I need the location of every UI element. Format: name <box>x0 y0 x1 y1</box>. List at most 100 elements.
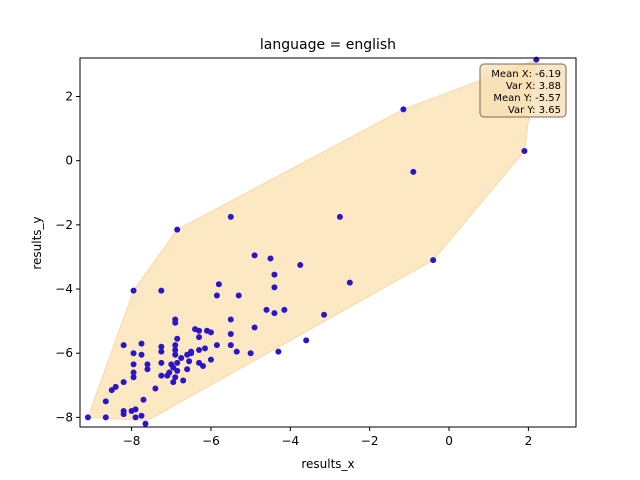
data-point <box>120 342 127 349</box>
data-point <box>178 355 185 362</box>
x-tick-label: 0 <box>445 434 453 448</box>
data-point <box>200 363 207 370</box>
data-point <box>336 213 343 220</box>
data-point <box>281 306 288 313</box>
data-point <box>102 414 109 421</box>
axes-frame <box>79 57 577 428</box>
data-point <box>227 316 234 323</box>
y-tick-label: 0 <box>65 154 73 168</box>
stats-mean-x: Mean X: -6.19 <box>491 69 561 80</box>
data-point <box>213 342 220 349</box>
data-point <box>184 366 191 373</box>
data-point <box>521 148 528 155</box>
data-point <box>410 168 417 175</box>
data-point <box>180 377 187 384</box>
data-point <box>130 374 137 381</box>
data-point <box>170 364 177 371</box>
data-point <box>227 342 234 349</box>
data-point <box>196 359 203 366</box>
x-tick-label: −8 <box>123 434 141 448</box>
data-point <box>172 342 179 349</box>
y-tick-label: 2 <box>65 90 73 104</box>
y-axis-label: results_y <box>30 216 44 269</box>
x-tick-label: −4 <box>281 434 299 448</box>
y-tick-label: −2 <box>55 218 73 232</box>
data-point <box>138 340 145 347</box>
data-point <box>112 383 119 390</box>
data-point <box>158 372 165 379</box>
data-point <box>140 396 147 403</box>
data-point <box>196 334 203 341</box>
data-point <box>132 406 139 413</box>
data-point <box>321 311 328 318</box>
x-tick-label: −2 <box>361 434 379 448</box>
data-point <box>174 359 181 366</box>
data-point <box>170 379 177 386</box>
data-point <box>138 412 145 419</box>
data-point <box>201 345 208 352</box>
data-point <box>297 261 304 268</box>
x-tick-label: −6 <box>202 434 220 448</box>
data-point <box>275 348 282 355</box>
stats-var-x: Var X: 3.88 <box>506 81 561 92</box>
plot-area <box>79 56 577 428</box>
data-point <box>215 281 222 288</box>
data-point <box>188 350 195 357</box>
data-point <box>158 287 165 294</box>
data-point <box>174 335 181 342</box>
data-point <box>158 343 165 350</box>
data-point <box>196 327 203 334</box>
data-point <box>186 358 193 365</box>
data-point <box>102 398 109 405</box>
data-point <box>251 252 258 259</box>
data-point <box>164 372 171 379</box>
data-point <box>174 367 181 374</box>
data-point <box>263 306 270 313</box>
data-point <box>130 369 137 376</box>
data-point <box>120 411 127 418</box>
data-point <box>203 327 210 334</box>
y-tick-label: −4 <box>55 282 73 296</box>
data-point <box>144 361 151 368</box>
data-point <box>152 385 159 392</box>
data-point <box>158 348 165 355</box>
data-point <box>233 348 240 355</box>
data-point <box>271 271 278 278</box>
data-point <box>227 330 234 337</box>
chart-title: language = english <box>260 37 396 53</box>
data-point <box>303 337 310 344</box>
data-point <box>138 351 145 358</box>
data-point <box>172 351 179 358</box>
data-points <box>84 56 540 427</box>
data-point <box>132 414 139 421</box>
y-tick-label: −6 <box>55 346 73 360</box>
data-point <box>227 213 234 220</box>
x-tick-label: 2 <box>525 434 533 448</box>
data-point <box>247 350 254 357</box>
data-point <box>235 292 242 299</box>
data-point <box>120 379 127 386</box>
y-tick-label: −8 <box>55 410 73 424</box>
data-point <box>271 310 278 317</box>
data-point <box>174 226 181 233</box>
data-point <box>213 292 220 299</box>
x-axis-ticks: −8 −6 −4 −2 0 2 <box>123 427 532 448</box>
data-point <box>430 257 437 264</box>
data-point <box>130 350 137 357</box>
data-point <box>130 361 137 368</box>
data-point <box>172 346 179 353</box>
data-point <box>172 319 179 326</box>
stats-var-y: Var Y: 3.65 <box>508 105 561 116</box>
stats-box-background <box>479 63 567 118</box>
data-point <box>251 324 258 331</box>
data-point <box>172 374 179 381</box>
data-point <box>400 106 407 113</box>
data-point <box>207 356 214 363</box>
stats-box: Mean X: -6.19 Var X: 3.88 Mean Y: -5.57 … <box>479 63 567 118</box>
y-axis-ticks: −8 −6 −4 −2 0 2 <box>55 90 80 424</box>
data-point <box>346 279 353 286</box>
data-point <box>108 387 115 394</box>
stats-mean-y: Mean Y: -5.57 <box>493 93 561 104</box>
data-point <box>271 284 278 291</box>
data-point <box>196 346 203 353</box>
